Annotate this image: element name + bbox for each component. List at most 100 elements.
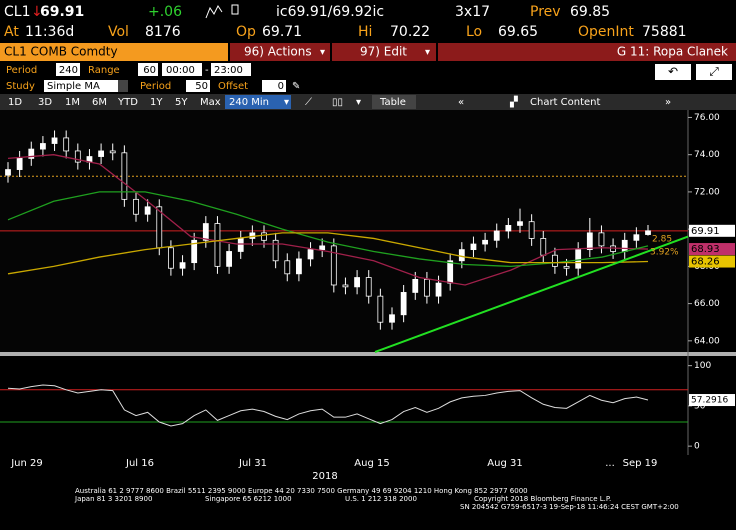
- panel-divider: [0, 352, 736, 356]
- pencil-icon[interactable]: ✎: [292, 81, 300, 92]
- x-tick-label: Aug 31: [487, 458, 522, 469]
- candle-body: [645, 230, 651, 235]
- study-period[interactable]: 50: [195, 81, 208, 92]
- input[interactable]: [56, 63, 80, 76]
- range-button[interactable]: 1M: [65, 97, 80, 108]
- candle-icon[interactable]: ▯▯: [332, 97, 343, 108]
- undo-button[interactable]: [655, 64, 691, 80]
- footer-text: Copyright 2018 Bloomberg Finance L.P.: [474, 495, 611, 503]
- range-button[interactable]: 5Y: [175, 97, 188, 108]
- candle-body: [424, 278, 430, 297]
- edit-button[interactable]: [332, 43, 436, 61]
- offset[interactable]: 0: [278, 81, 284, 92]
- dropdown[interactable]: [44, 80, 128, 92]
- ma-label-box: [689, 243, 735, 256]
- collapse-icon[interactable]: «: [458, 97, 464, 108]
- security-bar: [0, 43, 228, 61]
- ma-label: 68.26: [691, 257, 720, 268]
- candle-body: [5, 169, 11, 176]
- candle-body: [447, 260, 454, 284]
- y-tick-label: 72.00: [694, 187, 720, 197]
- candle-body: [40, 143, 46, 150]
- moving-average: [7, 232, 649, 275]
- start-time[interactable]: 00:00: [166, 65, 195, 76]
- candle-body: [563, 265, 570, 269]
- chart-content[interactable]: Chart Content: [530, 97, 601, 108]
- rsi-label-box: [689, 394, 735, 407]
- range-button[interactable]: Max: [200, 97, 221, 108]
- net-change: +.06: [148, 4, 182, 20]
- range-button[interactable]: 1Y: [150, 97, 163, 108]
- interval[interactable]: 240 Min: [229, 97, 269, 108]
- range-button[interactable]: 1D: [8, 97, 22, 108]
- range-button[interactable]: YTD: [117, 97, 138, 108]
- candle-body: [517, 221, 523, 226]
- high: 70.22: [390, 24, 430, 40]
- candle-body: [342, 284, 349, 288]
- candle-body: [412, 278, 419, 293]
- table-button[interactable]: [372, 95, 416, 109]
- edit[interactable]: 97) Edit: [360, 45, 407, 59]
- y-tick-label: 100: [694, 361, 711, 371]
- range[interactable]: 60: [143, 65, 156, 76]
- actions-button[interactable]: [230, 43, 330, 61]
- annotation: 3.92%: [650, 247, 679, 257]
- candle-body: [261, 232, 267, 241]
- candle-body: [365, 277, 372, 297]
- candle-body: [179, 262, 186, 269]
- candle-body: [598, 232, 605, 247]
- study[interactable]: Simple MA: [47, 81, 100, 92]
- range-button[interactable]: 6M: [92, 97, 107, 108]
- open: 69.71: [262, 24, 302, 40]
- y-tick-label: 64.00: [694, 336, 720, 346]
- x-year: 2018: [312, 471, 337, 482]
- end-time[interactable]: 23:00: [214, 65, 243, 76]
- input[interactable]: [186, 80, 210, 92]
- annotation: 2.85: [652, 234, 672, 244]
- dropdown-arrow[interactable]: [118, 80, 128, 92]
- last-price: 69.91: [40, 4, 84, 20]
- x-tick-label: ...: [605, 458, 615, 469]
- dash: -: [205, 65, 209, 76]
- last-price-label: 69.91: [691, 226, 720, 237]
- chart-icon[interactable]: ▞: [509, 95, 518, 108]
- candle-body: [168, 247, 174, 269]
- candle-body: [435, 282, 442, 297]
- input[interactable]: [138, 63, 158, 76]
- candle-body: [28, 148, 35, 159]
- candle-body: [16, 157, 23, 170]
- footer-text: Australia 61 2 9777 8600 Brazil 5511 239…: [75, 487, 528, 495]
- undo-icon[interactable]: ↶: [668, 65, 678, 79]
- table[interactable]: Table: [379, 97, 406, 108]
- oi-label: OpenInt: [578, 24, 634, 40]
- candle-body: [482, 239, 488, 245]
- candle-body: [98, 150, 104, 157]
- chart: 64.0066.0068.0070.0072.0074.0076.002.853…: [0, 113, 735, 482]
- rsi-line: [7, 384, 649, 427]
- footer-text: Singapore 65 6212 1000: [205, 495, 292, 503]
- x-tick-label: Aug 15: [354, 458, 389, 469]
- candle-body: [528, 221, 535, 239]
- moving-average: [7, 154, 649, 286]
- period[interactable]: 240: [59, 65, 78, 76]
- input[interactable]: [262, 80, 286, 92]
- actions[interactable]: 96) Actions: [244, 45, 312, 59]
- last-price-box: [689, 224, 735, 237]
- input[interactable]: [211, 63, 251, 76]
- interval-button[interactable]: [225, 95, 291, 109]
- candle-body: [552, 254, 558, 267]
- range-button[interactable]: 3D: [38, 97, 52, 108]
- expand-icon[interactable]: »: [665, 97, 671, 108]
- candle-body: [63, 137, 70, 152]
- prev-label: Prev: [530, 4, 561, 20]
- oi: 75881: [642, 24, 687, 40]
- expand-icon[interactable]: ⤢: [708, 65, 719, 79]
- input[interactable]: [162, 63, 202, 76]
- vol: 8176: [145, 24, 181, 40]
- candle-body: [458, 249, 465, 262]
- line-icon[interactable]: ⟋: [305, 97, 312, 108]
- candle-body: [389, 314, 395, 323]
- expand-button[interactable]: [696, 64, 732, 80]
- x-tick-label: Jul 16: [125, 458, 154, 469]
- candle-body: [621, 239, 628, 252]
